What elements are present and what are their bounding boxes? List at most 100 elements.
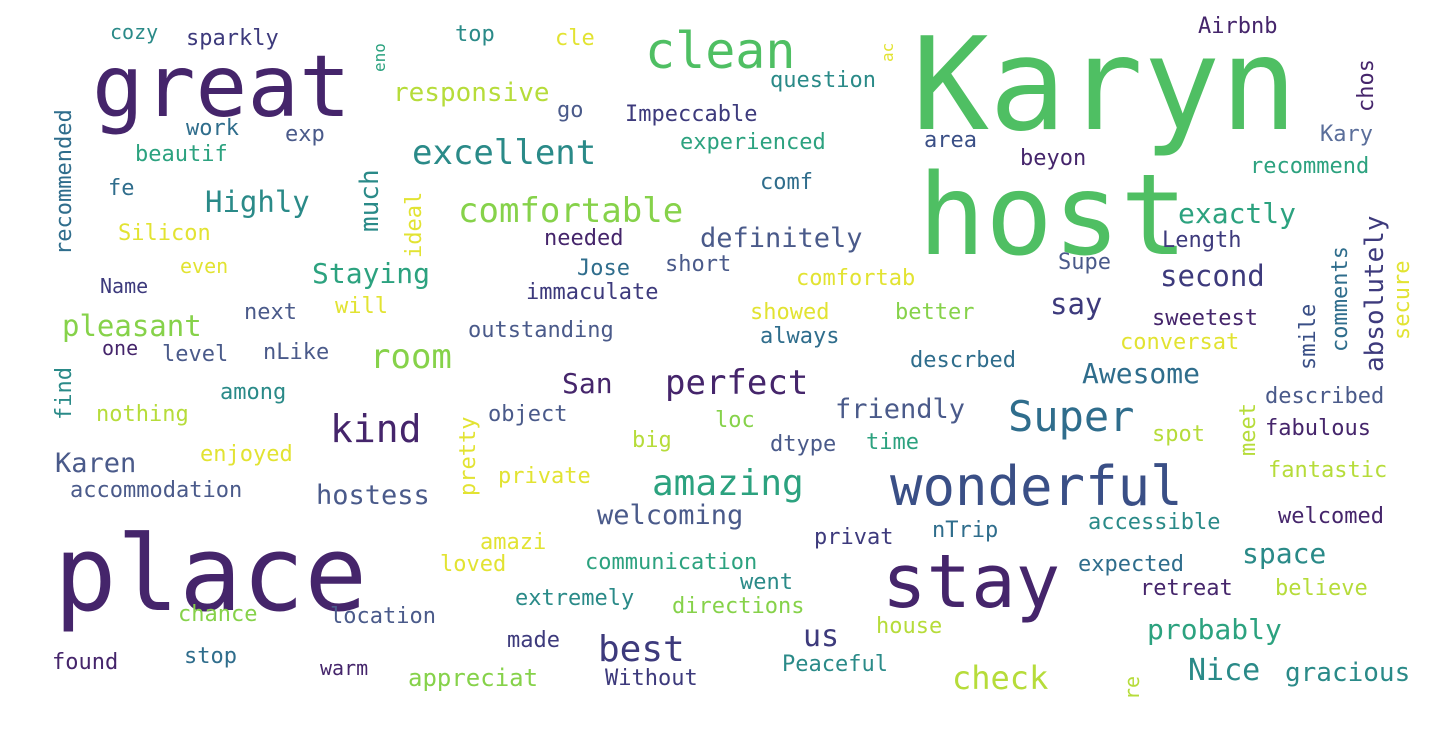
word-even: even (180, 254, 229, 278)
word-amazi: amazi (480, 530, 547, 555)
word-check: check (952, 659, 1049, 697)
word-beautif: beautif (135, 142, 228, 167)
word-name: Name (100, 274, 149, 298)
word-level: level (162, 342, 229, 367)
word-peaceful: Peaceful (782, 652, 888, 677)
word-short: short (665, 252, 732, 277)
word-private: private (498, 464, 591, 489)
word-object: object (488, 402, 568, 427)
word-us: us (803, 619, 840, 654)
word-among: among (220, 380, 287, 405)
word-loc: loc (715, 408, 755, 433)
word-one: one (102, 336, 139, 360)
word-length: Length (1162, 228, 1242, 253)
word-hostess: hostess (316, 480, 430, 511)
word-conversat: conversat (1120, 330, 1240, 355)
word-appreciat: appreciat (408, 664, 539, 692)
word-friendly: friendly (835, 394, 966, 425)
word-find: find (52, 367, 77, 420)
word-fe: fe (108, 176, 135, 201)
word-room: room (370, 337, 452, 377)
word-welcoming: welcoming (597, 500, 744, 531)
word-will: will (335, 294, 388, 319)
word-house: house (876, 614, 943, 639)
word-super: Super (1008, 392, 1135, 441)
word-spot: spot (1152, 422, 1205, 447)
word-stay: stay (882, 539, 1061, 625)
word-ntrip: nTrip (932, 518, 999, 543)
word-location: location (330, 604, 436, 629)
word-welcomed: welcomed (1278, 504, 1384, 529)
word-re: re (1120, 675, 1144, 700)
word-descrbed: descrbed (910, 348, 1016, 373)
word-recommend: recommend (1250, 154, 1370, 179)
word-retreat: retreat (1140, 576, 1233, 601)
word-probably: probably (1147, 613, 1282, 646)
word-responsive: responsive (393, 78, 550, 108)
word-without: Without (605, 666, 698, 691)
word-gracious: gracious (1285, 658, 1411, 688)
word-nothing: nothing (96, 402, 189, 427)
word-awesome: Awesome (1082, 357, 1201, 390)
word-enjoyed: enjoyed (200, 442, 293, 467)
word-cozy: cozy (110, 20, 159, 44)
word-next: next (244, 300, 297, 325)
word-pleasant: pleasant (62, 309, 202, 343)
word-exp: exp (285, 122, 325, 147)
word-comments: comments (1328, 246, 1353, 352)
word-highly: Highly (205, 185, 310, 219)
word-nice: Nice (1188, 653, 1261, 688)
word-big: big (632, 428, 672, 453)
word-loved: loved (440, 552, 507, 577)
word-silicon: Silicon (118, 221, 211, 246)
word-jose: Jose (577, 256, 630, 281)
word-clean: clean (645, 22, 796, 80)
word-absolutely: absolutely (1360, 215, 1390, 372)
word-kind: kind (330, 407, 422, 451)
word-sweetest: sweetest (1152, 306, 1258, 331)
word-area: area (924, 128, 977, 153)
word-great: great (92, 37, 351, 137)
word-second: second (1160, 259, 1265, 293)
word-much: much (355, 169, 385, 232)
word-san: San (562, 367, 613, 400)
word-dtype: dtype (770, 432, 837, 457)
word-needed: needed (544, 226, 624, 251)
word-directions: directions (672, 594, 805, 619)
word-ideal: ideal (402, 191, 427, 258)
word-exactly: exactly (1178, 197, 1297, 230)
word-experienced: experienced (680, 130, 826, 155)
word-pretty: pretty (456, 416, 481, 496)
word-accessible: accessible (1088, 510, 1221, 535)
word-warm: warm (320, 656, 369, 680)
word-eno: eno (370, 43, 389, 72)
word-karyn: Karyn (912, 11, 1298, 160)
word-host: host (918, 151, 1188, 281)
word-sparkly: sparkly (186, 26, 279, 51)
word-recommended: recommended (52, 109, 77, 255)
word-ac: ac (878, 42, 897, 62)
word-perfect: perfect (665, 363, 809, 403)
word-better: better (895, 300, 975, 325)
word-smile: smile (1296, 303, 1321, 370)
word-extremely: extremely (515, 586, 635, 611)
word-believe: believe (1275, 576, 1368, 601)
word-impeccable: Impeccable (625, 102, 758, 127)
word-place: place (54, 513, 368, 635)
word-space: space (1242, 537, 1327, 570)
word-beyon: beyon (1020, 146, 1087, 171)
word-amazing: amazing (652, 463, 804, 504)
word-nlike: nLike (263, 340, 330, 365)
word-described: described (1265, 384, 1385, 409)
word-staying: Staying (312, 257, 431, 290)
word-found: found (52, 650, 119, 675)
word-work: work (186, 116, 239, 141)
word-expected: expected (1078, 552, 1184, 577)
word-question: question (770, 68, 876, 93)
word-fantastic: fantastic (1268, 458, 1388, 483)
word-say: say (1050, 287, 1103, 321)
word-kary: Kary (1320, 122, 1373, 147)
word-chance: chance (178, 602, 258, 627)
word-always: always (760, 324, 840, 349)
